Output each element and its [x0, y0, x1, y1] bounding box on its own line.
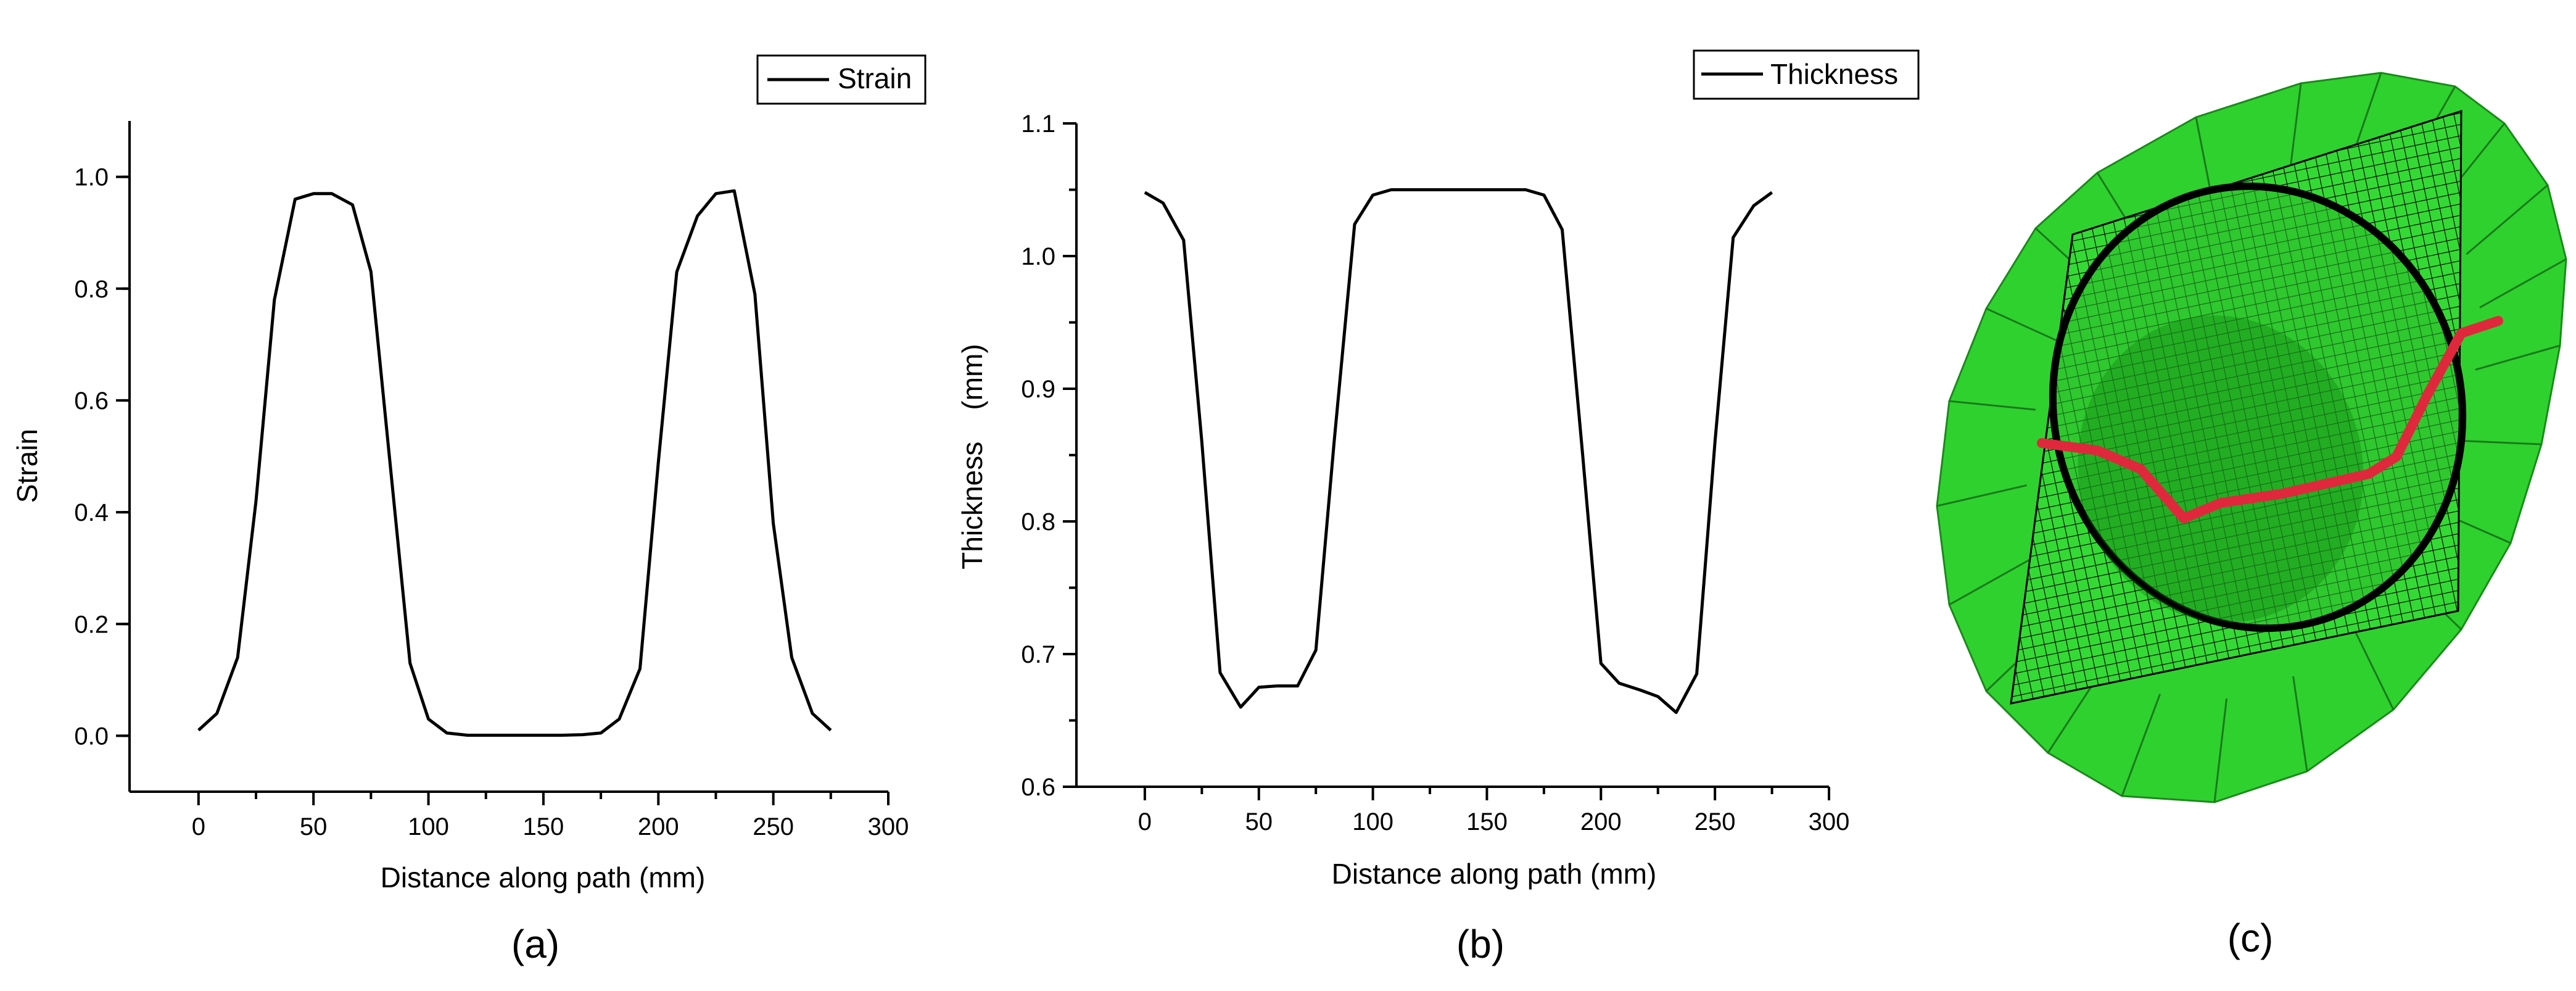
strain-x-tick-label: 150	[523, 813, 564, 840]
strain-x-tick-label: 300	[868, 813, 909, 840]
flange-radial-line	[2213, 698, 2228, 803]
thickness-legend-label: Thickness	[1770, 58, 1898, 90]
strain-y-tick-label: 0.0	[74, 723, 109, 750]
flange-radial-line	[1936, 484, 2027, 507]
mesh-rendering: (c)	[1936, 72, 2567, 960]
thickness-series-group	[1144, 188, 1773, 715]
flange-radial-line	[2121, 694, 2161, 797]
strain-chart-axes: 0 50 100 150 200 250 300 0.0 0.2 0.4 0.6 0.8 1.0	[74, 121, 909, 840]
cup-shading	[2078, 315, 2364, 623]
thickness-x-tick-label: 250	[1695, 808, 1736, 836]
strain-y-tick-label: 0.2	[74, 611, 109, 638]
measurement-path	[2037, 316, 2503, 523]
strain-y-tick-label: 0.8	[74, 276, 109, 303]
thickness-y-tick-label: 0.7	[1021, 641, 1055, 668]
thickness-x-tick-label: 0	[1138, 808, 1152, 836]
strain-x-tick-label: 250	[753, 813, 794, 840]
mesh-panel-label: (c)	[2227, 916, 2274, 960]
strain-y-tick-label: 0.6	[74, 388, 109, 415]
strain-x-tick-label: 100	[408, 813, 449, 840]
thickness-chart: 0 50 100 150 200 250 300 0.6 0.7 0.8 0.9 1.0 1.1 Thi…	[956, 49, 1920, 966]
flange-radial-line	[2479, 258, 2567, 309]
flange-radial-line	[1949, 555, 2036, 606]
thickness-x-tick-label: 150	[1466, 808, 1508, 836]
thickness-series-line	[1144, 188, 1773, 715]
thickness-chart-axes: 0 50 100 150 200 250 300 0.6 0.7 0.8 0.9 1.0 1.1	[1021, 110, 1849, 836]
thickness-y-tick-label: 0.9	[1021, 376, 1055, 403]
thickness-x-tick-label: 300	[1809, 808, 1850, 836]
strain-y-tick-label: 0.4	[74, 499, 109, 526]
flange-radial-line	[2462, 439, 2542, 446]
thickness-y-axis-title: Thickness (mm)	[956, 344, 988, 569]
strain-legend-label: Strain	[838, 62, 912, 94]
flange-radial-line	[2466, 184, 2548, 255]
thickness-x-tick-label: 200	[1580, 808, 1622, 836]
strain-series-line	[197, 189, 832, 737]
flange-radial-line	[1986, 307, 2063, 344]
thickness-x-tick-label: 50	[1245, 808, 1273, 836]
thickness-x-axis-title: Distance along path (mm)	[1332, 858, 1657, 890]
strain-x-tick-label: 0	[192, 813, 205, 840]
strain-x-tick-label: 50	[300, 813, 328, 840]
strain-series-group	[197, 189, 832, 737]
thickness-y-tick-label: 0.8	[1021, 508, 1055, 536]
strain-legend: Strain	[756, 54, 927, 105]
flange-radial-line	[2475, 344, 2561, 371]
thickness-y-tick-label: 1.0	[1021, 243, 1055, 270]
thickness-y-tick-label: 1.1	[1021, 110, 1055, 138]
thickness-y-tick-label: 0.6	[1021, 774, 1055, 801]
flange-radial-line	[2292, 676, 2308, 772]
strain-y-tick-label: 1.0	[74, 164, 109, 191]
strain-x-axis-title: Distance along path (mm)	[381, 861, 706, 894]
strain-y-axis-title: Strain	[11, 429, 43, 503]
thickness-panel-label: (b)	[1456, 922, 1505, 966]
thickness-legend: Thickness	[1693, 49, 1920, 100]
flange-radial-line	[2355, 631, 2395, 710]
strain-panel-label: (a)	[511, 922, 559, 966]
strain-x-tick-label: 200	[638, 813, 679, 840]
strain-chart: 0 50 100 150 200 250 300 0.0 0.2 0.4 0.6 0.8 1.0 Str…	[11, 54, 927, 966]
flange-radial-line	[1949, 400, 2036, 411]
thickness-x-tick-label: 100	[1352, 808, 1393, 836]
